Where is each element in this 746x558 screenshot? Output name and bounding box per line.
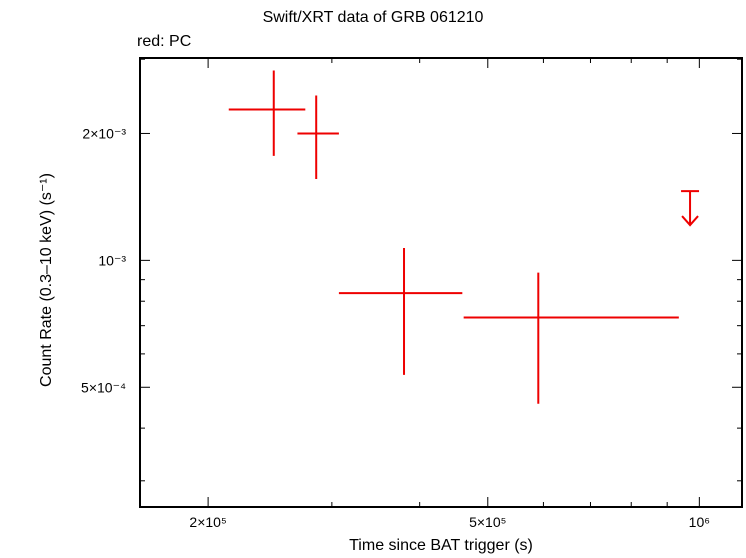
upper-limit-arrow <box>681 190 700 227</box>
data-point <box>228 70 306 156</box>
chart-title: Swift/XRT data of GRB 061210 <box>262 9 484 26</box>
y-tick-label: 2×10⁻³ <box>82 125 126 141</box>
upper-limit-head <box>681 215 699 227</box>
data-point <box>297 95 339 179</box>
data-point <box>338 247 463 375</box>
y-tick-label: 5×10⁻⁴ <box>81 379 126 395</box>
x-axis-label: Time since BAT trigger (s) <box>349 537 533 554</box>
x-tick-label: 10⁶ <box>689 514 710 530</box>
x-tick-label: 5×10⁵ <box>469 514 506 530</box>
x-tick-label: 2×10⁵ <box>189 514 226 530</box>
chart-subtitle: red: PC <box>137 33 192 50</box>
data-point <box>463 272 679 404</box>
y-tick-label: 10⁻³ <box>98 252 126 268</box>
plot-frame <box>139 57 743 508</box>
